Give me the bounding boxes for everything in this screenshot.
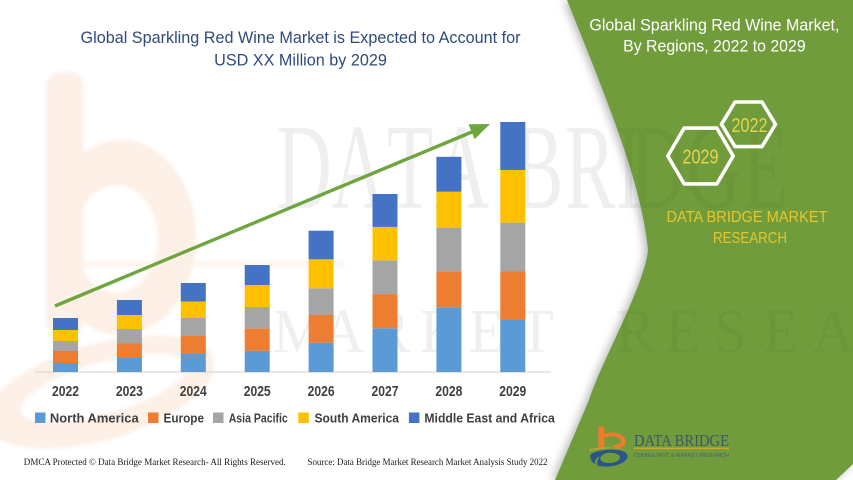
svg-text:DATA BRIDGE: DATA BRIDGE <box>634 431 729 450</box>
svg-text:North America: North America <box>50 412 140 426</box>
svg-text:2028: 2028 <box>435 383 462 400</box>
svg-text:DATA BRIDGE MARKET: DATA BRIDGE MARKET <box>667 209 828 226</box>
svg-text:DMCA Protected © Data Bridge M: DMCA Protected © Data Bridge Market Rese… <box>24 457 286 468</box>
svg-text:Europe: Europe <box>164 412 205 426</box>
svg-text:Source: Data Bridge Market Res: Source: Data Bridge Market Research Mark… <box>308 457 548 468</box>
svg-text:USD XX Million by 2029: USD XX Million by 2029 <box>214 52 387 70</box>
svg-text:Global Sparkling Red Wine Mark: Global Sparkling Red Wine Market is Expe… <box>81 29 522 47</box>
svg-text:South America: South America <box>315 412 400 426</box>
svg-text:Middle East and Africa: Middle East and Africa <box>424 412 555 426</box>
svg-text:2026: 2026 <box>308 383 335 400</box>
svg-text:2025: 2025 <box>244 383 271 400</box>
svg-text:Asia Pacific: Asia Pacific <box>229 412 288 426</box>
svg-text:2022: 2022 <box>52 383 79 400</box>
svg-text:2027: 2027 <box>372 383 399 400</box>
svg-text:2023: 2023 <box>116 383 143 400</box>
svg-text:2022: 2022 <box>732 115 768 137</box>
svg-text:By Regions, 2022 to 2029: By Regions, 2022 to 2029 <box>623 38 806 56</box>
svg-text:Global Sparkling Red Wine Mark: Global Sparkling Red Wine Market, <box>589 17 839 35</box>
svg-text:2029: 2029 <box>499 383 526 400</box>
svg-text:CONSULTANT & MARKET RESEARCH: CONSULTANT & MARKET RESEARCH <box>634 453 729 459</box>
svg-text:RESEARCH: RESEARCH <box>713 230 787 247</box>
svg-text:2024: 2024 <box>180 383 208 400</box>
svg-text:2029: 2029 <box>683 147 719 169</box>
